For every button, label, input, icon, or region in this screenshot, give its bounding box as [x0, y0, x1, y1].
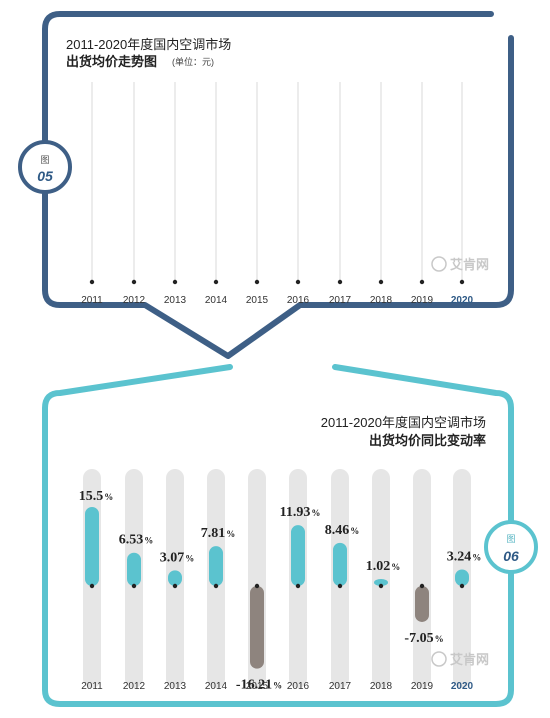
data-label: 6.53% — [119, 533, 154, 548]
bar — [415, 586, 429, 622]
percent-sign: % — [435, 634, 444, 644]
x-tick-label: 2013 — [164, 681, 187, 692]
percent-sign: % — [104, 492, 113, 502]
line-chart-unit: (单位：元) — [172, 56, 214, 67]
x-tick-label: 2015 — [246, 295, 269, 306]
bar — [250, 586, 264, 669]
x-tick-label: 2011 — [81, 295, 103, 306]
axis-tick-dot — [213, 279, 219, 285]
axis-tick-dot — [254, 279, 260, 285]
zero-dot — [419, 583, 425, 589]
data-label: 3.24% — [447, 549, 482, 564]
zero-dot — [295, 583, 301, 589]
x-tick-label: 2020 — [451, 681, 474, 692]
data-label: 3.07% — [160, 550, 195, 565]
bar-chart-subtitle: 出货均价同比变动率 — [369, 433, 486, 448]
badge-number: 05 — [37, 168, 53, 184]
bar — [455, 569, 469, 586]
percent-sign: % — [472, 552, 481, 562]
data-label: -16.21% — [236, 678, 282, 693]
data-label: -7.05% — [404, 631, 443, 646]
badge-label: 图 — [40, 155, 49, 165]
x-tick-label: 2018 — [370, 295, 393, 306]
data-label: 8.46% — [325, 523, 360, 538]
bar — [85, 506, 99, 586]
zero-dot — [378, 583, 384, 589]
axis-tick-dot — [459, 279, 465, 285]
badge-ring — [484, 520, 538, 574]
x-tick-label: 2013 — [164, 295, 187, 306]
x-tick-label: 2016 — [287, 295, 310, 306]
bar — [291, 525, 305, 586]
percent-sign: % — [391, 562, 400, 572]
watermark-icon — [431, 651, 447, 667]
badge-label: 图 — [506, 534, 515, 544]
axis-tick-dot — [295, 279, 301, 285]
watermark-top: 艾肯网 — [431, 256, 489, 272]
axis-tick-dot — [378, 279, 384, 285]
x-tick-label: 2012 — [123, 295, 146, 306]
x-tick-label: 2017 — [329, 681, 352, 692]
percent-sign: % — [350, 526, 359, 536]
x-tick-label: 2018 — [370, 681, 393, 692]
top-frame — [42, 11, 514, 359]
data-label: 1.02% — [366, 559, 401, 574]
watermark-icon — [431, 256, 447, 272]
data-label: 15.5% — [79, 489, 114, 504]
line-chart-title: 2011-2020年度国内空调市场 — [66, 37, 231, 52]
axis-tick-dot — [131, 279, 137, 285]
bottom-frame — [42, 364, 514, 707]
x-tick-label: 2014 — [205, 681, 228, 692]
bar-track — [372, 469, 390, 688]
zero-dot — [337, 583, 343, 589]
zero-dot — [459, 583, 465, 589]
bar — [209, 546, 223, 586]
line-chart-subtitle: 出货均价走势图 — [66, 54, 157, 69]
figure-badge-06: 图 06 — [484, 520, 538, 574]
bar — [127, 552, 141, 586]
axis-tick-dot — [172, 279, 178, 285]
x-tick-label: 2019 — [411, 295, 434, 306]
badge-ring — [18, 140, 72, 194]
watermark-text: 艾肯网 — [450, 257, 489, 272]
zero-dot — [213, 583, 219, 589]
x-tick-label: 2016 — [287, 681, 310, 692]
watermark-bottom: 艾肯网 — [431, 651, 489, 667]
zero-dot — [254, 583, 260, 589]
bar — [333, 542, 347, 586]
x-tick-label: 2011 — [81, 681, 103, 692]
bar-chart-title: 2011-2020年度国内空调市场 — [321, 415, 486, 430]
percent-sign: % — [311, 508, 320, 518]
percent-sign: % — [226, 529, 235, 539]
percent-sign: % — [144, 536, 153, 546]
line-chart: 2011 2012 2013 2014 2015 2016 2017 2018 2019 2020… — [81, 82, 474, 306]
zero-dot — [172, 583, 178, 589]
axis-tick-dot — [89, 279, 95, 285]
bar-chart: 15.5% 2011 6.53% 2012 3.07% 2013 7.81% 2014 -16.… — [79, 469, 482, 693]
bar — [168, 570, 182, 586]
watermark-text: 艾肯网 — [450, 652, 489, 667]
zero-dot — [89, 583, 95, 589]
axis-tick-dot — [337, 279, 343, 285]
badge-number: 06 — [503, 548, 519, 564]
percent-sign: % — [185, 553, 194, 563]
figure-badge-05: 图 05 — [18, 140, 72, 194]
x-tick-label: 2019 — [411, 681, 434, 692]
x-tick-label: 2020 — [451, 295, 474, 306]
x-tick-label: 2014 — [205, 295, 228, 306]
bar-track — [413, 469, 431, 688]
x-tick-label: 2015 — [246, 681, 269, 692]
data-label: 7.81% — [201, 526, 236, 541]
axis-tick-dot — [419, 279, 425, 285]
x-tick-label: 2012 — [123, 681, 146, 692]
data-label: 11.93% — [280, 505, 321, 520]
percent-sign: % — [273, 681, 282, 691]
bar — [374, 579, 388, 586]
x-tick-label: 2017 — [329, 295, 352, 306]
zero-dot — [131, 583, 137, 589]
